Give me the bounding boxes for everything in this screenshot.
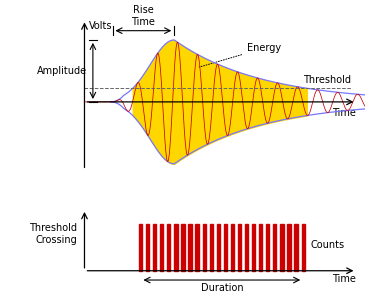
Bar xyxy=(160,224,163,271)
Bar xyxy=(266,224,270,271)
Bar xyxy=(259,224,262,271)
Text: Time: Time xyxy=(333,274,356,284)
Bar xyxy=(139,224,142,271)
Bar xyxy=(231,224,234,271)
Bar xyxy=(245,224,248,271)
Bar xyxy=(189,224,192,271)
Bar xyxy=(273,224,276,271)
Bar xyxy=(181,224,185,271)
Bar xyxy=(217,224,220,271)
Bar xyxy=(295,224,298,271)
Bar xyxy=(153,224,156,271)
Bar xyxy=(287,224,291,271)
Bar xyxy=(238,224,241,271)
Bar xyxy=(252,224,255,271)
Text: Amplitude: Amplitude xyxy=(37,66,87,76)
Bar xyxy=(174,224,177,271)
Bar xyxy=(224,224,227,271)
Text: Counts: Counts xyxy=(310,240,344,250)
Text: Threshold: Threshold xyxy=(303,74,351,85)
Bar xyxy=(210,224,213,271)
Bar xyxy=(167,224,170,271)
Bar xyxy=(280,224,283,271)
Bar xyxy=(195,224,199,271)
Bar xyxy=(301,224,305,271)
Text: Volts: Volts xyxy=(89,21,112,31)
Bar xyxy=(202,224,206,271)
Text: Rise
Time: Rise Time xyxy=(131,5,155,27)
Text: Energy: Energy xyxy=(199,43,281,67)
Text: Duration: Duration xyxy=(200,283,243,293)
Bar xyxy=(146,224,149,271)
Text: Threshold
Crossing: Threshold Crossing xyxy=(30,223,78,245)
Text: Time: Time xyxy=(333,108,356,118)
